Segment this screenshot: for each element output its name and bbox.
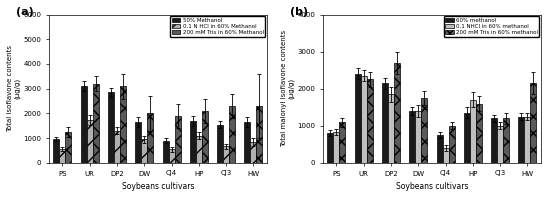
X-axis label: Soybeans cultivars: Soybeans cultivars xyxy=(122,182,194,191)
Text: (b): (b) xyxy=(290,7,309,17)
Bar xyxy=(518,116,524,163)
Legend: 50% Methanol, 0.1 N HCl in 60% Methanol, 200 mM Tris in 60% Methanol: 50% Methanol, 0.1 N HCl in 60% Methanol,… xyxy=(170,16,265,37)
Bar xyxy=(108,92,114,163)
Bar xyxy=(202,111,208,163)
Text: (a): (a) xyxy=(16,7,34,17)
X-axis label: Soybeans cultivars: Soybeans cultivars xyxy=(396,182,468,191)
Bar xyxy=(437,135,443,163)
Bar xyxy=(497,126,503,163)
Bar xyxy=(367,79,373,163)
Bar xyxy=(476,104,482,163)
Bar xyxy=(334,132,340,163)
Bar xyxy=(491,118,497,163)
Bar xyxy=(163,141,169,163)
Bar xyxy=(66,132,71,163)
Bar xyxy=(256,106,262,163)
Bar xyxy=(114,131,120,163)
Bar xyxy=(524,116,530,163)
Bar xyxy=(355,74,361,163)
Bar xyxy=(361,76,367,163)
Bar xyxy=(223,146,229,163)
Bar xyxy=(54,139,60,163)
Bar xyxy=(217,125,223,163)
Bar xyxy=(470,100,476,163)
Bar xyxy=(60,148,66,163)
Bar xyxy=(169,149,175,163)
Bar xyxy=(409,111,415,163)
Bar xyxy=(388,94,394,163)
Bar xyxy=(175,116,181,163)
Y-axis label: Total malonyl isoflavone contents
(μg/g): Total malonyl isoflavone contents (μg/g) xyxy=(281,30,294,147)
Bar xyxy=(93,84,99,163)
Legend: 60% methanol, 0.1 NHCl in 60% methanol, 200 mM Tris in 60% methanol: 60% methanol, 0.1 NHCl in 60% methanol, … xyxy=(443,16,539,37)
Bar xyxy=(503,118,509,163)
Bar xyxy=(87,120,93,163)
Bar xyxy=(81,86,87,163)
Bar xyxy=(250,142,256,163)
Bar xyxy=(229,106,235,163)
Y-axis label: Total isoflavone contents
(μg/g): Total isoflavone contents (μg/g) xyxy=(7,45,20,132)
Bar xyxy=(120,86,126,163)
Bar xyxy=(415,111,421,163)
Bar xyxy=(141,139,147,163)
Bar xyxy=(443,148,449,163)
Bar xyxy=(190,121,196,163)
Bar xyxy=(530,83,536,163)
Bar xyxy=(421,98,427,163)
Bar xyxy=(135,122,141,163)
Bar xyxy=(464,113,470,163)
Bar xyxy=(382,83,388,163)
Bar xyxy=(328,133,334,163)
Bar xyxy=(147,113,153,163)
Bar xyxy=(244,122,250,163)
Bar xyxy=(394,63,400,163)
Bar xyxy=(196,136,202,163)
Bar xyxy=(340,122,345,163)
Bar xyxy=(449,126,455,163)
